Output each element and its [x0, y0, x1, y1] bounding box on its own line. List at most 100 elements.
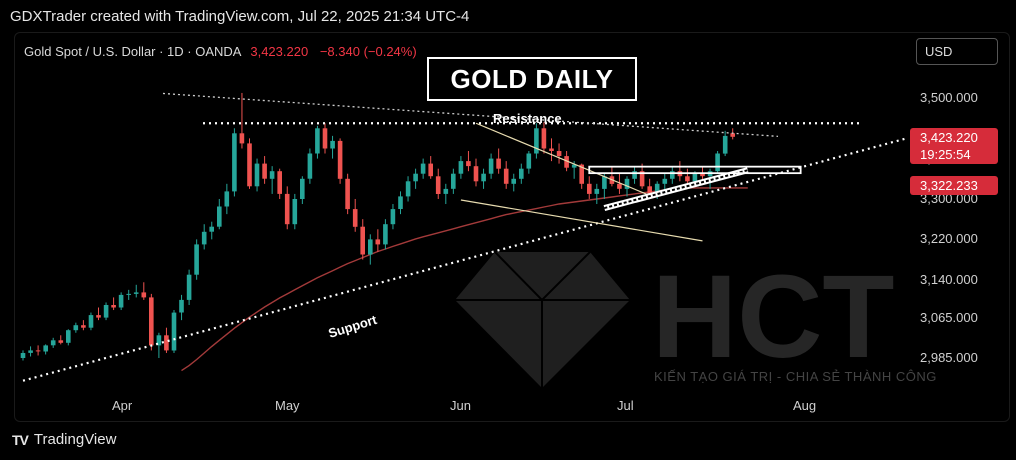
candle-body — [50, 340, 56, 346]
candle — [368, 234, 373, 265]
symbol-legend: Gold Spot / U.S. Dollar · 1D · OANDA 3,4… — [24, 44, 417, 59]
candle-body — [473, 166, 479, 182]
candle-body — [360, 226, 365, 255]
candle-body — [368, 239, 373, 255]
tradingview-logo-text: TradingView — [33, 431, 117, 448]
candle-body — [715, 153, 720, 172]
candle — [179, 294, 184, 321]
candle — [171, 310, 177, 353]
last-price-tag: 3,423.220 19:25:54 — [910, 128, 998, 164]
watermark-slogan: KIẾN TẠO GIÁ TRỊ - CHIA SẺ THÀNH CÔNG — [654, 369, 937, 384]
candle-body — [541, 128, 547, 149]
candle-body — [503, 168, 509, 184]
candle-body — [28, 350, 33, 353]
candle-body — [443, 188, 449, 194]
candle-body — [662, 178, 668, 184]
candle-body — [654, 183, 660, 194]
candle — [58, 335, 64, 345]
candle — [677, 161, 683, 182]
candle — [126, 289, 131, 300]
candle — [587, 176, 592, 199]
candle-body — [390, 209, 396, 225]
last-price-value: 3,423.220 — [920, 130, 978, 145]
candle — [451, 168, 456, 194]
candle-body — [413, 173, 418, 182]
candle — [269, 166, 275, 194]
candle — [111, 297, 116, 311]
candle-body — [375, 239, 381, 245]
candle-body — [96, 315, 101, 318]
candle-body — [632, 171, 637, 179]
candle-body — [58, 340, 64, 343]
candle-body — [262, 163, 267, 179]
candle — [81, 320, 86, 331]
candle — [28, 346, 33, 357]
candle-body — [247, 143, 252, 187]
candles-layer — [20, 92, 735, 361]
candle — [534, 123, 539, 159]
candle-body — [556, 151, 562, 156]
candle — [420, 158, 426, 179]
candle-body — [730, 133, 735, 137]
candle-body — [511, 178, 516, 184]
candle-body — [284, 193, 290, 225]
tradingview-logo[interactable]: TV TradingView — [12, 431, 116, 448]
candle — [670, 166, 675, 184]
candle — [35, 345, 41, 356]
candle — [164, 327, 169, 353]
candle — [149, 293, 154, 351]
candle — [50, 337, 56, 348]
moving-average-tag: 3,322.233 — [910, 176, 998, 195]
x-tick-label: Jul — [617, 398, 634, 413]
annotation-lines-layer — [22, 92, 907, 382]
candle-body — [66, 330, 71, 343]
watermark-letters: HCT — [652, 251, 895, 383]
candle — [96, 307, 101, 321]
candle-body — [383, 224, 388, 245]
gold-daily-title: GOLD DAILY — [427, 57, 637, 101]
candle-body — [352, 209, 358, 227]
candle-body — [330, 140, 335, 149]
candle — [232, 128, 237, 197]
candle-body — [186, 274, 192, 300]
candle — [352, 198, 358, 232]
candle-body — [156, 335, 162, 346]
triangle-upper-line — [475, 122, 650, 196]
candle — [337, 138, 343, 184]
candle-body — [337, 140, 343, 179]
candle-body — [88, 315, 94, 328]
candle-body — [20, 353, 26, 358]
candle — [262, 156, 267, 184]
candle-body — [435, 176, 441, 194]
candle-body — [534, 128, 539, 154]
candle-body — [164, 335, 169, 351]
candle-body — [322, 128, 328, 149]
moving-average-line — [181, 187, 748, 372]
candle — [549, 138, 554, 162]
symbol-name: Gold Spot / U.S. Dollar · 1D · OANDA — [24, 44, 241, 59]
candle — [481, 168, 486, 189]
currency-button[interactable]: USD — [916, 38, 998, 65]
candle-body — [126, 293, 131, 295]
candle-body — [420, 163, 426, 174]
candle-body — [692, 173, 698, 182]
candle — [526, 151, 532, 174]
candle-body — [171, 312, 177, 351]
symbol-price: 3,423.220 — [250, 44, 309, 59]
candle — [307, 148, 313, 184]
candle-body — [458, 161, 464, 174]
x-tick-label: May — [275, 398, 300, 413]
candle — [715, 151, 720, 174]
y-tick-label: 3,065.000 — [920, 309, 978, 325]
y-tick-label: 2,985.000 — [920, 350, 978, 365]
candle-body — [239, 133, 245, 144]
candle-body — [73, 325, 79, 331]
candle — [602, 173, 607, 199]
symbol-change: −8.340 (−0.24%) — [319, 44, 417, 59]
candle-body — [549, 148, 554, 151]
candle-body — [149, 297, 154, 346]
candle — [254, 158, 260, 192]
candle-body — [670, 171, 675, 179]
candle — [428, 156, 433, 179]
